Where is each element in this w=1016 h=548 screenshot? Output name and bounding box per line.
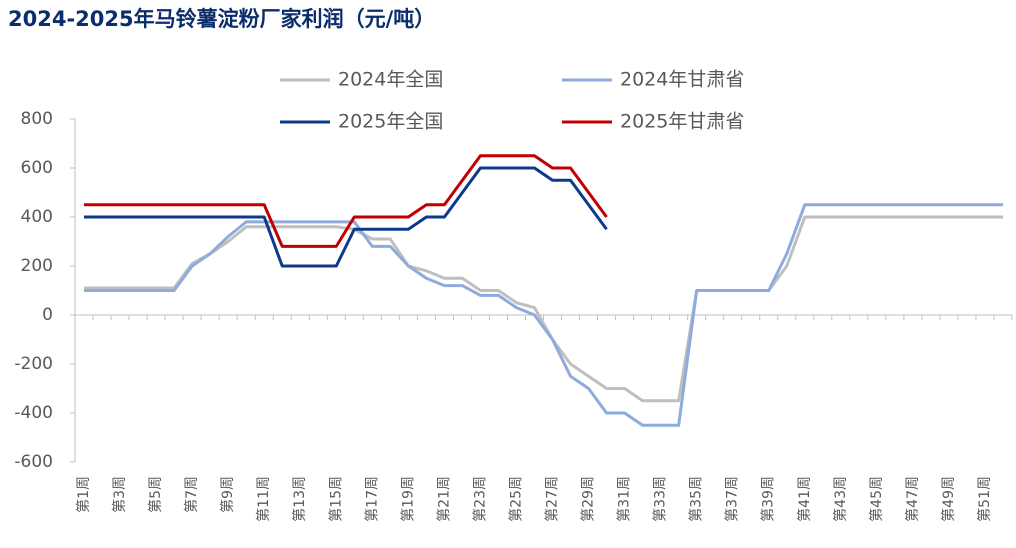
y-tick-label: 200: [21, 256, 53, 276]
y-tick-label: 400: [21, 207, 53, 227]
x-tick-label: 第21周: [435, 476, 452, 522]
x-tick-label: 第49周: [940, 476, 957, 522]
x-tick-label: 第19周: [399, 476, 416, 522]
y-tick-label: 0: [42, 305, 53, 325]
x-tick-label: 第3周: [111, 476, 128, 513]
x-tick-label: 第37周: [724, 476, 741, 522]
x-tick-label: 第5周: [147, 476, 164, 513]
y-tick-label: -200: [14, 354, 53, 374]
x-tick-label: 第33周: [652, 476, 669, 522]
x-tick-label: 第17周: [363, 476, 380, 522]
x-tick-label: 第29周: [580, 476, 597, 522]
x-tick-label: 第51周: [976, 476, 993, 522]
series-line: [84, 215, 1003, 403]
x-tick-label: 第35周: [688, 476, 705, 522]
legend-label: 2025年全国: [338, 111, 443, 133]
x-tick-label: 第27周: [544, 476, 561, 522]
x-tick-label: 第41周: [796, 476, 813, 522]
chart-title: 2024-2025年马铃薯淀粉厂家利润（元/吨）: [8, 7, 435, 31]
x-tick-label: 第39周: [760, 476, 777, 522]
x-tick-label: 第11周: [255, 476, 272, 522]
y-tick-label: 800: [21, 109, 53, 129]
x-tick-label: 第31周: [616, 476, 633, 522]
legend-label: 2024年全国: [338, 69, 443, 91]
x-tick-label: 第47周: [904, 476, 921, 522]
y-tick-label: -400: [14, 403, 53, 423]
y-tick-label: -600: [14, 452, 53, 472]
series-line: [84, 203, 1003, 427]
x-tick-label: 第1周: [75, 476, 92, 513]
legend-label: 2024年甘肃省: [620, 69, 744, 91]
x-tick-label: 第23周: [471, 476, 488, 522]
x-tick-label: 第43周: [832, 476, 849, 522]
legend-label: 2025年甘肃省: [620, 111, 744, 133]
x-tick-label: 第7周: [183, 476, 200, 513]
series-line: [84, 154, 608, 248]
x-tick-label: 第45周: [868, 476, 885, 522]
y-tick-label: 600: [21, 158, 53, 178]
series-line: [84, 166, 608, 268]
x-tick-label: 第25周: [507, 476, 524, 522]
x-tick-label: 第13周: [291, 476, 308, 522]
x-tick-label: 第15周: [327, 476, 344, 522]
x-tick-label: 第9周: [219, 476, 236, 513]
